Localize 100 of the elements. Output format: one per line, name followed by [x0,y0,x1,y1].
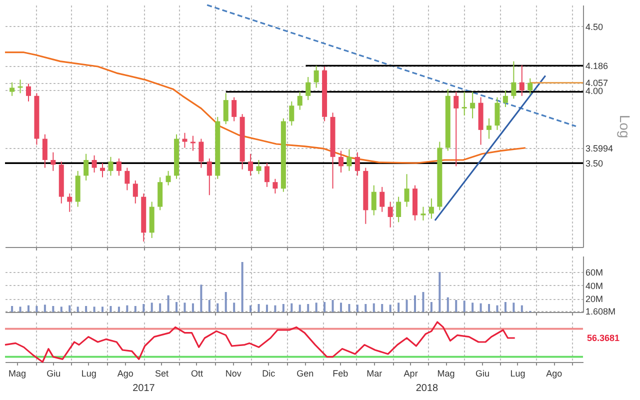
candlestick [223,92,228,125]
bar [44,304,46,312]
candlestick [404,174,410,208]
candlestick [396,196,402,223]
candlestick [306,76,311,101]
x-tick-label: Gen [296,368,314,378]
candlestick [108,156,114,176]
candlestick [380,186,385,212]
candlestick [92,154,97,174]
y-tick-label: 20M [586,294,604,304]
bar [298,304,301,312]
candlestick [420,206,426,221]
text: 56.3681 [587,333,620,343]
y-tick-label: 4.50 [586,22,604,32]
bar [520,305,523,312]
x-tick-label: Giu [475,368,490,378]
bar [332,300,334,312]
bar [102,306,104,312]
bar [315,302,318,312]
y-tick-label: 40M [586,280,604,291]
bar [126,305,128,312]
bar [241,262,244,312]
text: 2018 [416,383,438,394]
bar [266,304,268,312]
bar [430,302,432,312]
bar [290,303,293,312]
y-tick-label: 3.5994 [586,143,614,154]
y-tick-label: 60M [586,268,604,278]
bar [488,304,490,312]
bar [208,300,210,312]
x-tick-label: Ago [546,368,562,378]
bar [134,306,136,312]
bar [372,303,375,312]
bar [389,304,392,312]
x-tick-label: Ott [190,368,204,378]
candlestick [502,90,508,108]
bar [340,302,342,312]
candlestick [528,78,533,96]
candlestick [166,170,171,186]
bar [406,300,408,312]
candlestick [354,152,360,176]
candlestick [519,64,524,96]
candlestick [198,138,204,168]
x-tick-label: Mar [366,368,382,378]
candlestick [26,83,31,102]
bar [356,304,358,312]
candlestick [511,60,516,100]
bar [216,303,219,312]
bar [167,295,170,312]
candlestick [470,91,476,119]
candlestick [248,153,254,176]
bar [85,306,88,312]
bar [68,305,71,312]
bar [274,305,276,312]
x-tick-label: Ago [117,368,134,378]
candlestick [42,134,48,168]
candlestick [67,192,72,212]
candlestick [338,150,344,174]
bar [463,300,466,312]
x-tick-label: Feb [332,368,348,378]
bar [27,305,30,312]
bar [93,306,96,312]
candlestick [371,184,376,216]
candlestick [190,135,196,152]
bar [324,302,326,312]
bar [150,302,153,312]
y-tick-label: 1.608M [586,306,616,316]
x-tick-label: Lug [81,368,96,378]
candlestick [486,118,492,140]
bar [438,272,441,312]
candlestick [272,178,278,194]
bar [282,304,284,312]
candlestick [100,162,106,178]
candlestick [454,91,459,167]
bar [496,305,498,312]
y-tick-label: 3.50 [586,158,604,169]
bar [184,302,186,312]
bar [142,304,145,312]
bar [364,304,367,312]
candlestick [50,152,56,172]
x-tick-label: Nov [225,368,242,378]
y-tick-label: 4.057 [586,78,608,88]
candlestick [297,91,302,110]
x-tick-label: Lug [510,368,526,378]
bar [250,305,252,312]
bar [118,306,120,312]
candlestick [84,153,89,181]
candlestick [346,148,352,172]
x-tick-label: Giu [46,368,61,378]
bar [19,306,22,312]
bar [176,302,178,312]
bar [381,304,384,312]
candlestick [494,96,500,130]
candlestick [182,132,188,148]
candlestick [116,158,122,176]
x-tick-label: Apr [404,368,418,378]
bar [414,295,416,312]
candlestick [10,82,15,96]
bar [398,302,400,312]
candlestick [289,100,294,126]
